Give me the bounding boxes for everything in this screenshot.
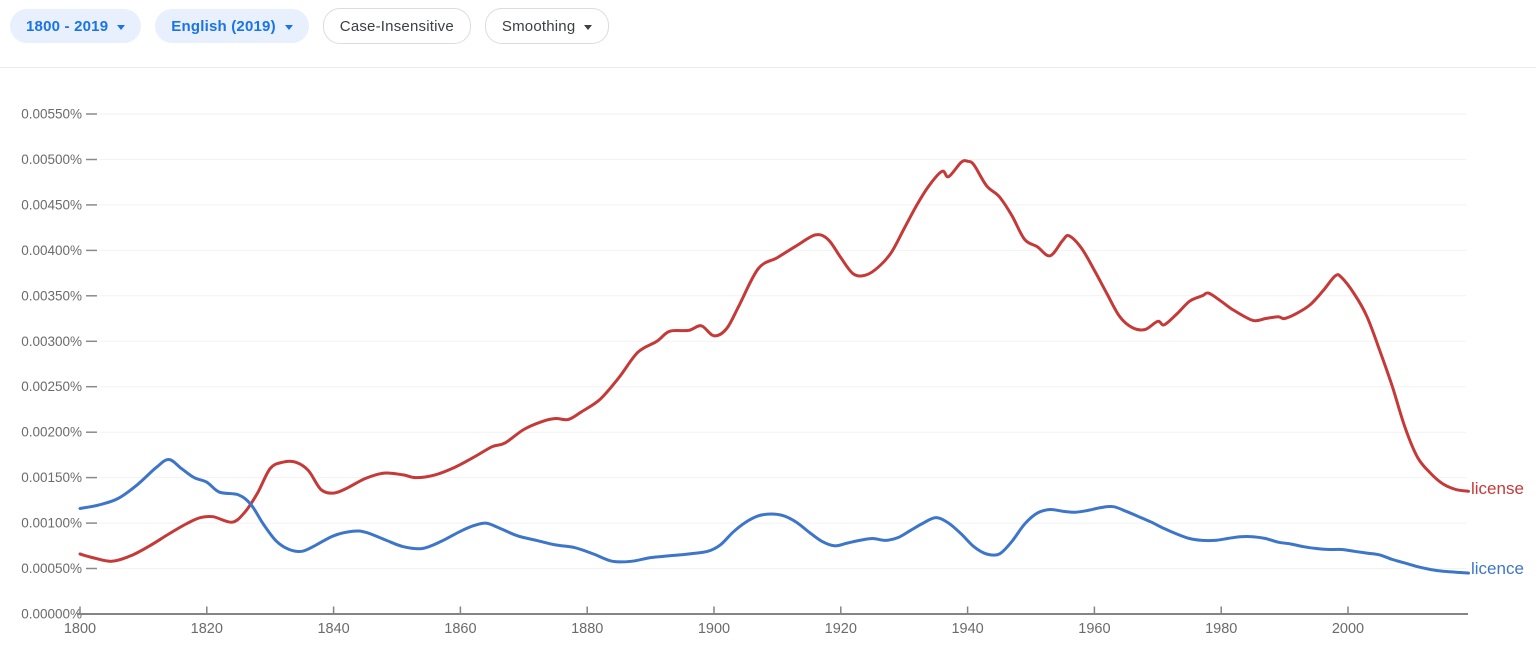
chevron-down-icon [584, 24, 593, 30]
svg-text:0.00100%: 0.00100% [21, 516, 82, 531]
svg-text:0.00000%: 0.00000% [21, 607, 82, 622]
svg-text:0.00300%: 0.00300% [21, 334, 82, 349]
year-range-chip[interactable]: 1800 - 2019 [10, 9, 142, 43]
chevron-down-icon [284, 24, 293, 30]
svg-text:1880: 1880 [571, 621, 603, 637]
svg-text:0.00150%: 0.00150% [21, 470, 82, 485]
svg-text:1800: 1800 [64, 621, 96, 637]
series-label-license[interactable]: license [1471, 479, 1524, 498]
svg-text:2000: 2000 [1332, 621, 1364, 637]
svg-text:1840: 1840 [317, 621, 349, 637]
year-range-label: 1800 - 2019 [26, 17, 109, 35]
smoothing-chip[interactable]: Smoothing [484, 8, 610, 44]
svg-text:1920: 1920 [825, 621, 857, 637]
svg-text:1900: 1900 [698, 621, 730, 637]
svg-text:1860: 1860 [444, 621, 476, 637]
case-insensitive-label: Case-Insensitive [339, 17, 454, 35]
toolbar: 1800 - 2019 English (2019) Case-Insensit… [10, 8, 610, 44]
series-label-licence[interactable]: licence [1471, 559, 1524, 578]
svg-text:1960: 1960 [1078, 621, 1110, 637]
svg-text:1980: 1980 [1205, 621, 1237, 637]
svg-text:0.00200%: 0.00200% [21, 425, 82, 440]
svg-text:0.00250%: 0.00250% [21, 379, 82, 394]
smoothing-label: Smoothing [501, 17, 576, 35]
svg-text:0.00450%: 0.00450% [21, 197, 82, 212]
svg-text:1820: 1820 [191, 621, 223, 637]
corpus-label: English (2019) [171, 17, 276, 35]
svg-text:0.00050%: 0.00050% [21, 561, 82, 576]
toolbar-divider [0, 67, 1536, 68]
chevron-down-icon [117, 24, 126, 30]
svg-text:0.00350%: 0.00350% [21, 288, 82, 303]
case-insensitive-chip[interactable]: Case-Insensitive [322, 8, 471, 44]
svg-text:1940: 1940 [951, 621, 983, 637]
svg-text:0.00400%: 0.00400% [21, 243, 82, 258]
svg-text:0.00550%: 0.00550% [21, 107, 82, 122]
svg-text:0.00500%: 0.00500% [21, 152, 82, 167]
corpus-chip[interactable]: English (2019) [155, 9, 309, 43]
